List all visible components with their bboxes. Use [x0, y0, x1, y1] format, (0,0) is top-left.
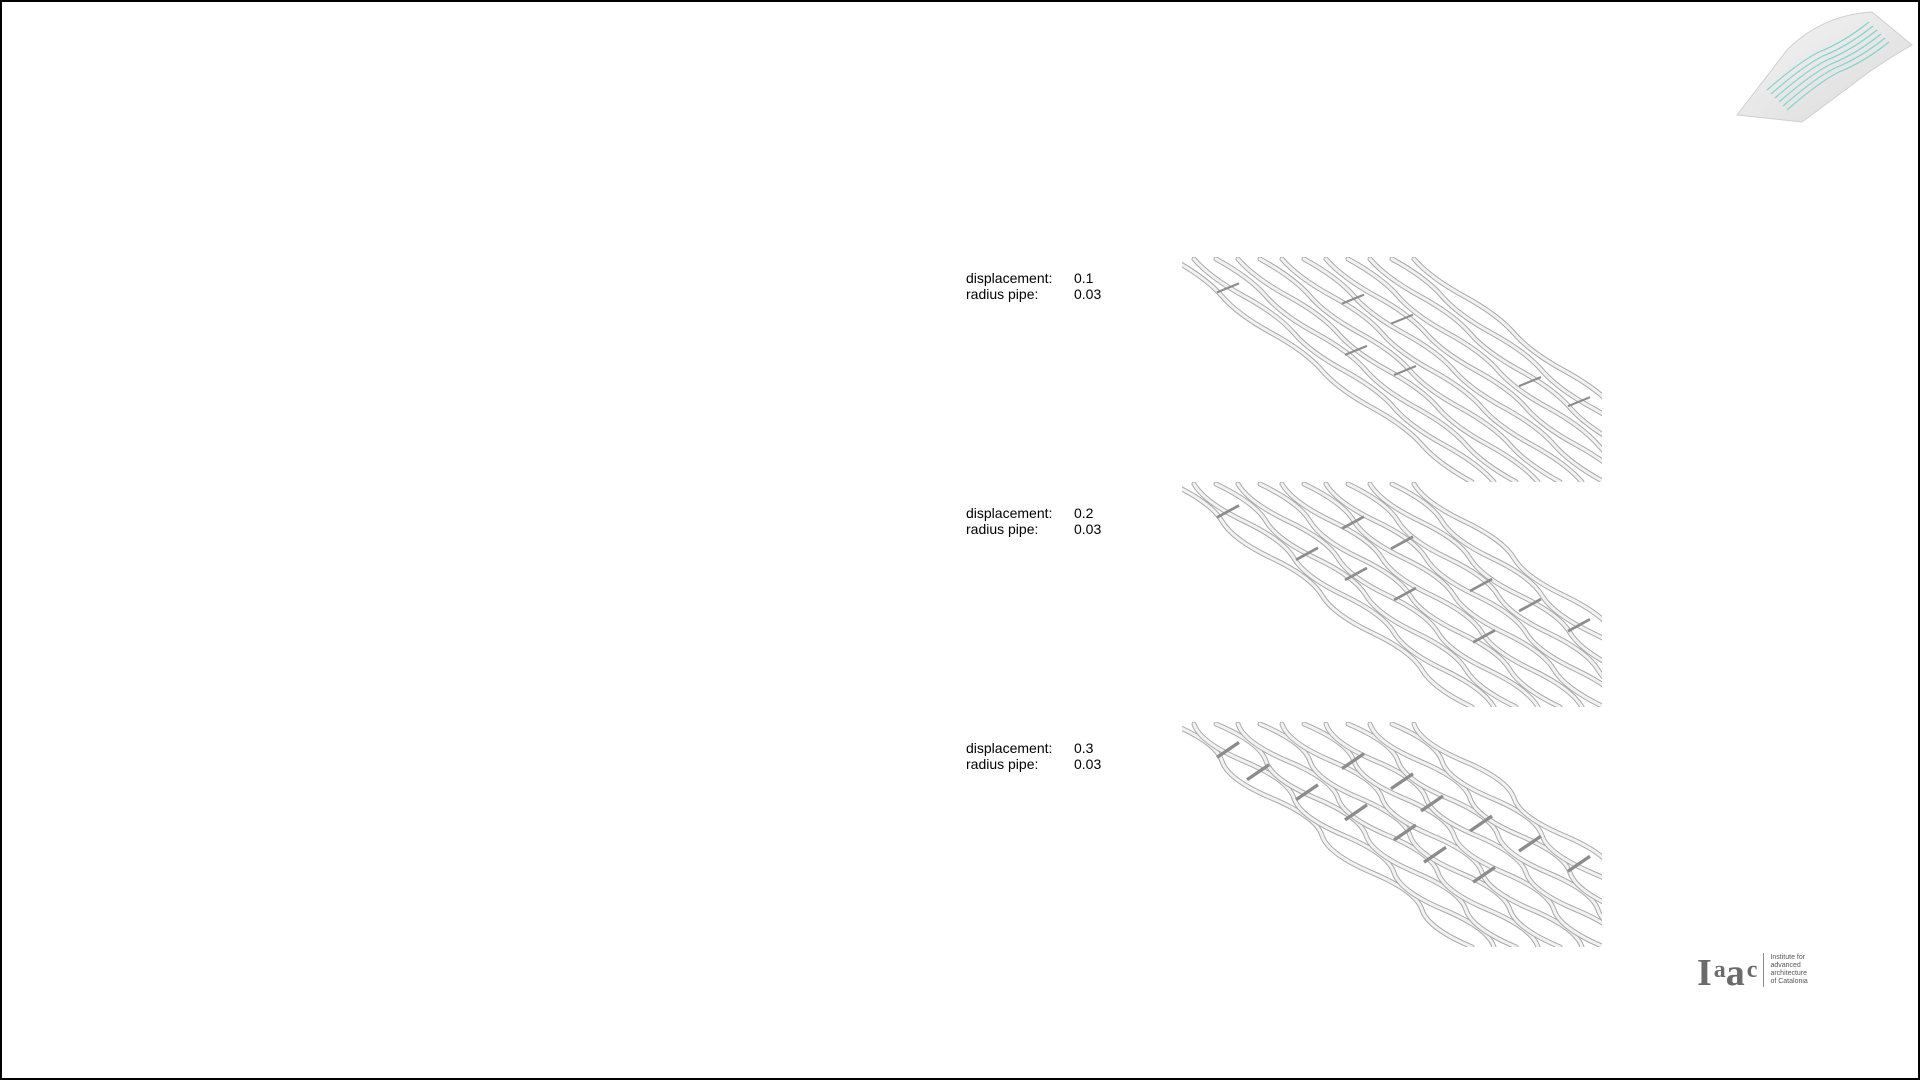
pipe	[1390, 722, 1627, 894]
pipe-strut	[1390, 535, 1414, 550]
pipe	[1324, 482, 1627, 707]
pipe	[1346, 482, 1627, 698]
pipe	[1182, 726, 1474, 947]
pipe	[1192, 722, 1496, 947]
pipe	[1280, 722, 1584, 947]
radius-pipe-label: radius pipe:	[966, 521, 1039, 537]
pipe	[1412, 482, 1627, 650]
pipe-strut	[1216, 504, 1240, 519]
iaac-logo: I a a c Institute for advanced architect…	[1697, 947, 1857, 992]
render-mask	[1182, 297, 1372, 482]
pipe	[1280, 482, 1584, 707]
pipe-strut	[1344, 803, 1368, 822]
pipe-strut	[1423, 845, 1447, 864]
iaac-logo-text: Institute for advanced architecture of C…	[1770, 953, 1808, 985]
pipe-strut	[1216, 741, 1240, 759]
pipe	[1214, 257, 1518, 482]
pipe-render-3	[1182, 722, 1627, 947]
displacement-label: displacement:	[966, 270, 1053, 286]
pipe	[1390, 257, 1627, 433]
pipe	[1182, 487, 1474, 707]
parameters-panel-1: displacement: 0.1 radius pipe: 0.03	[966, 270, 1101, 302]
displacement-label: displacement:	[966, 505, 1053, 521]
radius-pipe-value: 0.03	[1074, 521, 1102, 537]
pipe-strut	[1344, 344, 1368, 356]
pipe	[1214, 722, 1518, 947]
render-mask	[1182, 522, 1372, 707]
displacement-value: 0.1	[1074, 270, 1094, 286]
pipe-strut	[1341, 293, 1365, 305]
render-mask	[1602, 722, 1627, 947]
radius-pipe-label: radius pipe:	[966, 286, 1039, 302]
pipe	[1258, 482, 1562, 707]
pipe	[1236, 482, 1540, 707]
pipe-strut	[1295, 783, 1319, 802]
pipe	[1214, 482, 1518, 707]
displacement-value: 0.3	[1074, 740, 1094, 756]
render-mask	[1182, 762, 1372, 947]
pipe	[1192, 482, 1496, 707]
pipe-strut	[1341, 515, 1365, 530]
pipe	[1324, 722, 1627, 947]
pipe-strut	[1472, 629, 1496, 644]
pipe	[1302, 257, 1606, 482]
pipe-strut	[1420, 794, 1444, 813]
pipe-strut	[1518, 376, 1542, 388]
pipe-strut	[1390, 313, 1414, 325]
pipe-strut	[1567, 854, 1591, 873]
pipe-render-1	[1182, 257, 1627, 482]
displacement-value: 0.2	[1074, 505, 1094, 521]
pipe-render-2	[1182, 482, 1627, 707]
pipe-strut	[1469, 577, 1493, 593]
pipe	[1236, 257, 1540, 482]
iaac-logo-mark: I a a c	[1697, 951, 1758, 994]
render-mask	[1602, 257, 1627, 482]
logo-divider	[1763, 952, 1765, 987]
pipe-strut	[1393, 586, 1417, 602]
pipe-strut	[1472, 865, 1496, 884]
pipe	[1346, 257, 1627, 472]
pipe	[1192, 257, 1496, 482]
pipe-strut	[1567, 396, 1591, 408]
pipe-strut	[1216, 282, 1240, 294]
pipe	[1324, 257, 1627, 482]
pipe-strut	[1246, 763, 1270, 782]
parameters-panel-3: displacement: 0.3 radius pipe: 0.03	[966, 740, 1101, 772]
pipe	[1258, 257, 1562, 482]
pipe	[1258, 722, 1562, 947]
radius-pipe-value: 0.03	[1074, 286, 1102, 302]
pipe-strut	[1341, 752, 1365, 770]
pipe-strut	[1567, 618, 1591, 633]
pipe	[1390, 482, 1627, 656]
pipe	[1182, 262, 1474, 482]
radius-pipe-label: radius pipe:	[966, 756, 1039, 772]
pipe-strut	[1469, 814, 1493, 833]
render-mask	[1602, 482, 1627, 707]
pipe	[1236, 722, 1540, 947]
pipe-strut	[1393, 365, 1417, 376]
pipe	[1280, 257, 1584, 482]
pipe	[1346, 722, 1627, 939]
pipe-strut	[1390, 772, 1414, 791]
pipe-strut	[1393, 823, 1417, 842]
pipe-strut	[1344, 566, 1368, 582]
parameters-panel-2: displacement: 0.2 radius pipe: 0.03	[966, 505, 1101, 537]
pipe	[1412, 722, 1627, 892]
pipe-strut	[1518, 834, 1542, 853]
radius-pipe-value: 0.03	[1074, 756, 1102, 772]
displacement-label: displacement:	[966, 740, 1053, 756]
pipe-strut	[1518, 597, 1542, 613]
surface-thumbnail	[1736, 11, 1913, 123]
pipe-strut	[1295, 546, 1319, 561]
pipe	[1412, 257, 1627, 423]
